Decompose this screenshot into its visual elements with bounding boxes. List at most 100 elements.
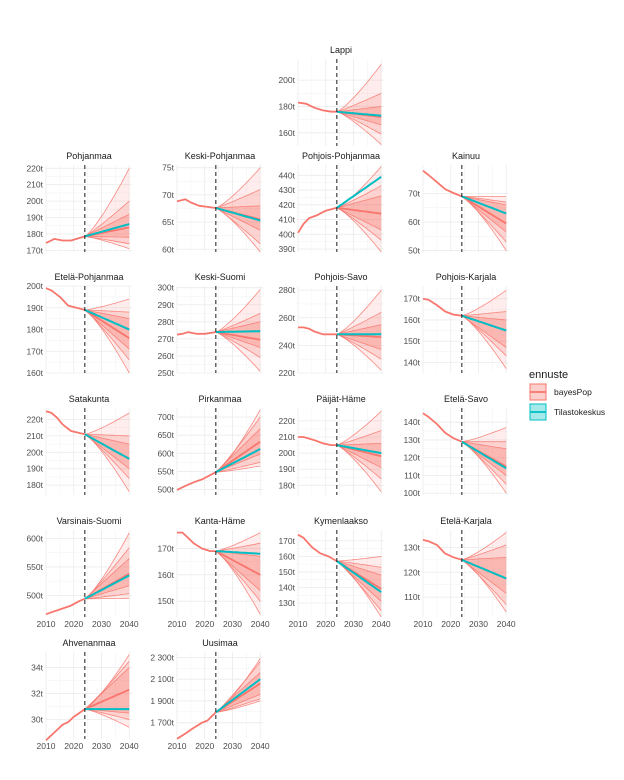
y-tick-label: 390t [278,244,295,254]
bayespop-band-edge [215,462,261,473]
y-tick-label: 210t [26,180,43,190]
x-tick-label: 2010 [37,741,56,751]
tilastokeskus-line [336,444,382,455]
tilastokeskus-line [84,433,130,460]
bayespop-band-edge [84,236,130,238]
bayespop-band-edge [336,444,382,480]
bayespop-band-edge [84,309,130,313]
panel-etela-pohjanmaa: Etelä-Pohjanmaa 160t 170t 180t 190t 200t [26,272,132,378]
y-tick-label: 220t [26,414,43,424]
bayespop-median-line [215,550,261,576]
bayespop-outer-band [336,166,382,252]
y-tick-label: 170t [26,245,43,255]
bayespop-band-edge [461,315,507,348]
y-tick-label: 180t [278,480,295,490]
bayespop-band-edge [336,64,382,113]
bayespop-95-band [84,434,130,479]
x-tick-label: 2020 [441,619,460,629]
bayespop-band-edge [336,324,382,335]
x-tick-label: 2020 [316,619,335,629]
panel-title: Keski-Suomi [195,272,246,282]
bayespop-band-edge [336,289,382,335]
y-tick-label: 160t [278,551,295,561]
bayespop-band-edge [215,331,261,348]
historical-line [176,711,217,740]
x-tick-label: 2030 [223,741,242,751]
bayespop-band-edge [336,560,382,568]
panel-pohjois-savo: Pohjois-Savo 220t 240t 260t 280t [278,272,384,378]
bayespop-band-edge [84,298,130,311]
y-tick-label: 240t [278,340,295,350]
bayespop-outer-band [461,427,507,494]
legend: ennuste bayesPop Tilastokeskus [529,369,605,421]
bayespop-band-edge [461,532,507,561]
y-tick-label: 60t [408,217,420,227]
historical-line [45,708,86,741]
y-tick-label: 260t [157,351,174,361]
bayespop-band-edge [336,111,382,135]
y-tick-label: 410t [278,215,295,225]
x-tick-label: 2020 [195,619,214,629]
bayespop-95-band [215,661,261,713]
bayespop-band-edge [84,200,130,237]
bayespop-band-edge [461,427,507,443]
tilastokeskus-line [461,440,507,470]
bayespop-band-edge [336,111,382,126]
bayespop-band-edge [336,333,382,350]
y-tick-label: 60t [162,244,174,254]
bayespop-band-edge [461,289,507,317]
historical-line [298,326,337,336]
bayespop-95-band [461,544,507,605]
x-tick-label: 2030 [223,619,242,629]
bayespop-band-edge [336,556,382,562]
panel-lappi: Lappi 160t 180t 200t [278,45,384,146]
legend-label-bayespop: bayesPop [554,387,592,397]
y-tick-label: 260t [278,313,295,323]
x-tick-label: 2030 [92,741,111,751]
y-tick-label: 100t [403,488,420,498]
panel-kanta-hame: Kanta-Häme 150t 160t 170t 2010 2020 2030 2040 [157,516,269,629]
panel-title: Pohjois-Pohjanmaa [302,151,380,161]
y-tick-label: 170t [157,543,174,553]
y-tick-label: 210t [26,431,43,441]
x-tick-label: 2040 [120,619,139,629]
tilastokeskus-line [215,448,261,474]
panel-pohjois-pohjanmaa: Pohjois-Pohjanmaa 390t 400t 410t 420t 430t 440… [278,151,384,254]
tilastokeskus-line [461,195,507,215]
x-tick-label: 2020 [64,741,83,751]
y-tick-label: 140t [403,357,420,367]
y-tick-label: 32t [31,689,43,699]
bayespop-95-band [336,430,382,479]
x-tick-label: 2040 [120,741,139,751]
x-tick-label: 2030 [469,619,488,629]
y-tick-label: 1 900t [150,696,174,706]
bayespop-band-edge [215,465,261,473]
historical-line [176,331,216,336]
y-tick-label: 75t [162,163,174,173]
bayespop-band-edge [461,441,507,476]
bayespop-band-edge [461,196,507,203]
y-tick-label: 70t [162,190,174,200]
panel-keski-suomi: Keski-Suomi 250t 260t 270t 280t 290t 300t [157,272,263,378]
panel-etela-savo: Etelä-Savo 100t 110t 120t 130t 140t [403,394,509,498]
bayespop-band-edge [215,550,261,591]
y-tick-label: 150t [278,567,295,577]
bayespop-band-edge [336,106,382,113]
panel-title: Varsinais-Suomi [57,516,122,526]
panel-paijat-hame: Päijät-Häme 180t 190t 200t 210t 220t [278,394,384,495]
y-tick-label: 180t [26,229,43,239]
bayespop-band-edge [84,433,130,470]
historical-line [422,412,463,443]
bayespop-band-edge [336,560,382,576]
bayespop-band-edge [215,698,261,713]
panel-title: Etelä-Pohjanmaa [54,272,123,282]
y-tick-label: 200t [26,447,43,457]
y-tick-label: 130t [403,435,420,445]
y-tick-label: 170t [403,294,420,304]
x-tick-label: 2040 [372,619,391,629]
bayespop-band-edge [336,92,382,113]
panel-pirkanmaa: Pirkanmaa 500t 550t 600t 650t 700t [157,394,263,495]
panel-uusimaa: Uusimaa 1 700t 1 900t 2 100t 2 300t 2010 2020 2… [150,638,270,751]
